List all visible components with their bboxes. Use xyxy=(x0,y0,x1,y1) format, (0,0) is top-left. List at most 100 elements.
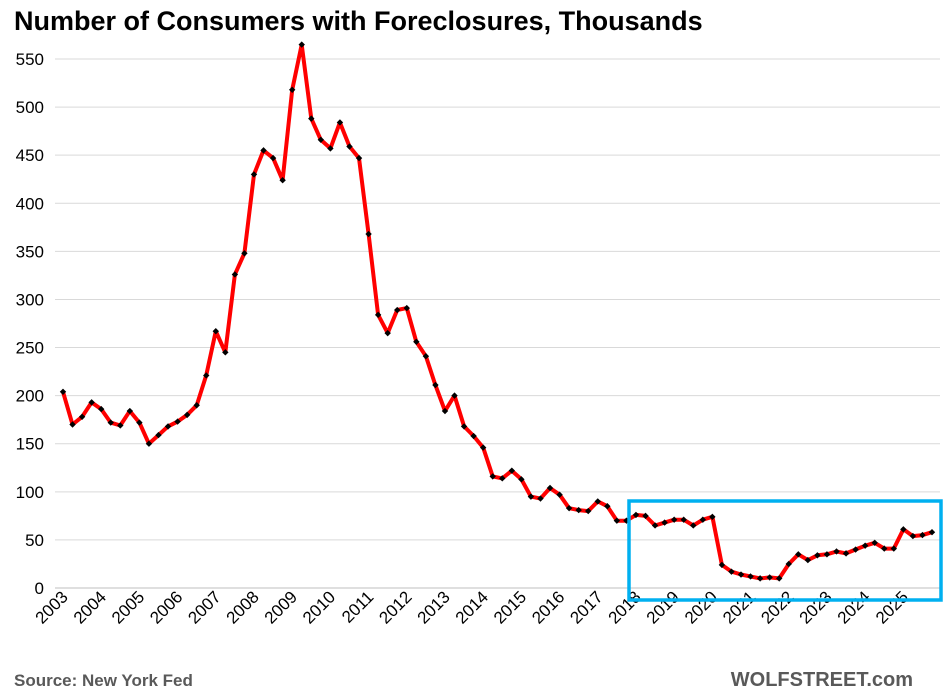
x-tick-label: 2022 xyxy=(757,587,797,627)
data-point xyxy=(231,271,239,278)
x-axis: 2003200420052006200720082009201020112012… xyxy=(32,587,913,627)
data-point xyxy=(241,250,248,257)
data-point xyxy=(785,560,792,568)
data-point xyxy=(403,304,410,312)
y-tick-label: 150 xyxy=(16,435,44,454)
data-point xyxy=(432,381,439,389)
data-point xyxy=(489,473,496,480)
series-foreclosures xyxy=(59,41,936,582)
data-point xyxy=(88,399,95,406)
data-point xyxy=(59,388,67,395)
data-point xyxy=(317,136,325,143)
data-point xyxy=(718,561,726,569)
data-point xyxy=(756,575,764,582)
x-tick-label: 2017 xyxy=(566,587,606,627)
x-tick-label: 2016 xyxy=(528,587,568,627)
data-point xyxy=(928,529,936,536)
data-point xyxy=(871,539,878,546)
data-point xyxy=(919,531,926,539)
data-point xyxy=(604,503,611,510)
data-point xyxy=(346,143,353,150)
data-point xyxy=(117,422,124,429)
data-point xyxy=(298,41,305,48)
data-point xyxy=(737,571,745,578)
data-point xyxy=(747,573,754,580)
data-point xyxy=(546,484,554,492)
source-label: Source: New York Fed xyxy=(14,671,193,690)
data-point xyxy=(709,513,716,521)
data-point xyxy=(795,551,802,558)
gridlines xyxy=(55,58,940,589)
data-point xyxy=(222,349,229,356)
data-point xyxy=(823,551,831,558)
data-point xyxy=(250,171,258,178)
data-point xyxy=(842,550,850,557)
x-tick-label: 2008 xyxy=(223,587,263,627)
data-point xyxy=(833,548,840,555)
data-point xyxy=(203,372,210,379)
data-point xyxy=(394,306,401,314)
data-point xyxy=(890,545,898,552)
series-line xyxy=(61,42,933,581)
data-point xyxy=(565,504,573,512)
data-point xyxy=(690,522,697,529)
data-point xyxy=(508,467,516,474)
data-point xyxy=(680,516,687,523)
data-point xyxy=(852,546,859,553)
data-point xyxy=(260,147,267,154)
data-point xyxy=(136,419,143,426)
data-point xyxy=(97,405,105,413)
data-point xyxy=(69,421,76,428)
data-point xyxy=(575,506,582,514)
x-tick-label: 2009 xyxy=(261,587,301,627)
data-point xyxy=(814,552,821,559)
x-tick-label: 2020 xyxy=(681,587,721,627)
data-point xyxy=(699,516,707,523)
x-tick-label: 2013 xyxy=(414,587,454,627)
x-tick-label: 2018 xyxy=(605,587,645,627)
data-point xyxy=(212,327,219,335)
data-point xyxy=(527,493,535,500)
data-point xyxy=(881,545,888,552)
x-tick-label: 2024 xyxy=(834,587,874,627)
y-tick-label: 200 xyxy=(16,387,44,406)
y-tick-label: 450 xyxy=(16,146,44,165)
data-point xyxy=(78,413,86,420)
data-point xyxy=(670,516,678,523)
data-point xyxy=(355,154,363,162)
x-tick-label: 2011 xyxy=(338,587,377,626)
data-point xyxy=(776,575,783,582)
data-point xyxy=(909,532,917,540)
x-tick-label: 2023 xyxy=(796,587,836,627)
y-tick-label: 50 xyxy=(25,531,44,550)
data-point xyxy=(451,392,458,399)
data-point xyxy=(413,338,420,345)
y-tick-label: 350 xyxy=(16,242,44,261)
data-point xyxy=(499,475,506,482)
data-point xyxy=(126,407,134,415)
data-point xyxy=(441,407,449,415)
data-point xyxy=(422,353,430,360)
data-point xyxy=(174,418,181,425)
data-point xyxy=(384,329,391,337)
data-point xyxy=(613,517,621,524)
data-point xyxy=(288,86,296,93)
x-tick-label: 2019 xyxy=(643,587,683,627)
data-point xyxy=(183,411,191,419)
y-tick-label: 500 xyxy=(16,98,44,117)
x-tick-label: 2025 xyxy=(872,587,912,627)
data-point xyxy=(193,402,200,409)
data-point xyxy=(594,498,601,505)
data-point xyxy=(365,230,372,238)
data-point xyxy=(651,522,659,529)
x-tick-label: 2012 xyxy=(375,587,415,627)
data-point xyxy=(642,512,649,520)
x-tick-label: 2006 xyxy=(146,587,186,627)
data-point xyxy=(460,423,468,430)
data-point xyxy=(518,476,525,483)
chart-title: Number of Consumers with Foreclosures, T… xyxy=(14,6,703,36)
x-tick-label: 2014 xyxy=(452,587,492,627)
x-tick-label: 2007 xyxy=(184,587,224,627)
data-point xyxy=(766,574,773,581)
